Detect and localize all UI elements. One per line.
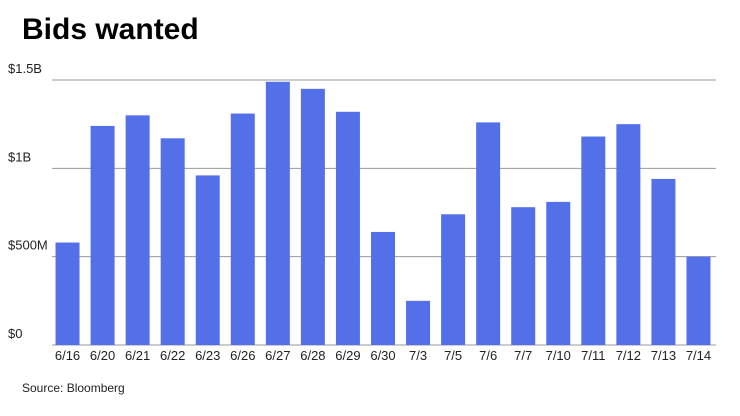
bar <box>441 214 466 345</box>
x-tick-label: 6/26 <box>230 348 255 363</box>
bar <box>230 113 255 345</box>
bar <box>371 231 395 345</box>
x-tick-label: 7/12 <box>616 348 641 363</box>
x-tick-label: 6/16 <box>55 348 80 363</box>
x-tick-label: 7/11 <box>581 348 605 363</box>
x-tick-label: 6/30 <box>370 348 395 363</box>
bar <box>335 111 360 345</box>
x-tick-label: 6/21 <box>125 348 150 363</box>
chart-title: Bids wanted <box>22 13 199 46</box>
y-tick-label: $500M <box>8 238 48 253</box>
source-note: Source: Bloomberg <box>22 381 125 395</box>
x-tick-label: 6/20 <box>90 348 115 363</box>
bar <box>546 201 571 345</box>
bar <box>581 136 606 345</box>
x-tick-label: 7/14 <box>686 348 711 363</box>
bar <box>616 124 641 346</box>
bar <box>90 125 115 345</box>
bar <box>686 256 711 345</box>
y-tick-label: $1B <box>8 149 31 164</box>
y-tick-label: $0 <box>8 326 22 341</box>
x-tick-label: 6/28 <box>300 348 325 363</box>
bar <box>300 88 325 345</box>
bar <box>265 81 290 346</box>
y-tick-label: $1.5B <box>8 61 42 76</box>
bar <box>511 207 536 345</box>
bar <box>55 242 80 345</box>
x-tick-label: 7/3 <box>409 348 427 363</box>
x-tick-label: 6/29 <box>335 348 360 363</box>
x-tick-label: 7/6 <box>479 348 497 363</box>
bar <box>651 178 676 345</box>
bar <box>195 175 220 345</box>
bar <box>160 138 185 345</box>
x-tick-label: 6/27 <box>265 348 290 363</box>
x-tick-label: 7/10 <box>546 348 571 363</box>
bar <box>406 300 431 345</box>
x-tick-label: 6/23 <box>195 348 220 363</box>
x-tick-label: 7/5 <box>444 348 462 363</box>
bar <box>125 115 150 345</box>
x-tick-label: 7/7 <box>514 348 532 363</box>
x-tick-label: 6/22 <box>160 348 185 363</box>
bar <box>476 122 501 346</box>
x-tick-label: 7/13 <box>651 348 676 363</box>
